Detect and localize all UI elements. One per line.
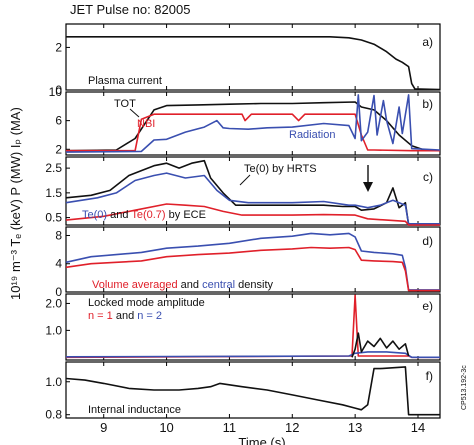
panel-a-letter: a)	[422, 35, 433, 49]
panel-f-ytick-label: 1.0	[45, 375, 62, 389]
panel-f-frame	[65, 361, 441, 419]
panel-b-series-2	[65, 94, 441, 153]
panel-c-letter: c)	[423, 170, 433, 184]
x-tick-label-13: 13	[348, 420, 362, 435]
x-tick-label-12: 12	[285, 420, 299, 435]
panel-f-series-0	[65, 366, 440, 416]
plasma-current-label: Plasma current	[88, 75, 162, 87]
panel-c-ytick-label: 2.5	[45, 161, 62, 175]
mode-number-label: n = 1 and n = 2	[88, 310, 162, 322]
density-label-part-0: Volume averaged	[92, 279, 178, 291]
hrts-label: Te(0) by HRTS	[244, 163, 317, 175]
panel-b-frame	[65, 91, 441, 156]
panel-c-series-0	[65, 159, 440, 226]
density-label-part-3: density	[235, 279, 273, 291]
panel-e-series-2	[351, 332, 410, 358]
density-label-part-1: and	[178, 279, 202, 291]
panel-a-frame	[65, 23, 441, 91]
panel-b-series-1	[66, 113, 440, 152]
panel-f-ytick-label: 0.8	[45, 408, 62, 422]
x-tick-label-14: 14	[411, 420, 425, 435]
panel-e-frame	[65, 293, 441, 361]
panels-group: 0 2 a) 2 6 10 b) 0.5 1.5 2.5 c) 0 4 8 d) 1.0 2.0 e) 0.8 1.0…	[45, 23, 441, 445]
x-tick-label-11: 11	[223, 420, 237, 435]
ece-label-part-1: and	[107, 209, 131, 221]
panel-c-ytick-label: 0.5	[45, 211, 62, 225]
tot-pointer	[129, 108, 140, 118]
panel-b-letter: b)	[422, 97, 433, 111]
figure-title: JET Pulse no: 82005	[70, 2, 190, 17]
panel-a-series-0	[66, 36, 441, 91]
panel-d-ytick-label: 8	[55, 228, 62, 242]
ece-label: Te(0) and Te(0.7) by ECE	[82, 209, 206, 221]
ece-label-part-3: by ECE	[166, 209, 206, 221]
panel-c-series-1	[65, 172, 440, 225]
hrts-pointer	[239, 174, 251, 186]
panel-c-ytick-label: 1.5	[45, 186, 62, 200]
panel-b-ytick-label: 6	[55, 114, 62, 128]
mode-number-part-1: and	[113, 310, 137, 322]
mode-number-part-0: n = 1	[88, 310, 113, 322]
locked-mode-label: Locked mode amplitude	[88, 297, 205, 309]
panel-d-series-1	[65, 246, 440, 292]
panel-c-series-2	[65, 203, 440, 226]
panel-f-letter: f)	[426, 369, 433, 383]
panel-b: 2 6 10 b)	[49, 85, 441, 156]
mode-number-part-2: n = 2	[137, 310, 162, 322]
x-axis-label: Time (s)	[238, 435, 285, 445]
panel-b-ytick-label: 2	[55, 142, 62, 156]
panel-a-ytick-label: 0	[55, 83, 62, 97]
tot-label: TOT	[114, 98, 136, 110]
x-tick-label-9: 9	[100, 420, 107, 435]
y-axis-label: 10¹⁹ m⁻³ Tₑ (keV) P (MW) Iₚ (MA)	[8, 107, 23, 300]
radiation-label: Radiation	[289, 129, 335, 141]
panel-d-letter: d)	[422, 234, 433, 248]
panel-e-letter: e)	[422, 299, 433, 313]
internal-inductance-label: Internal inductance	[88, 404, 181, 416]
density-label-part-2: central	[202, 279, 235, 291]
panel-d: 0 4 8 d)	[55, 226, 441, 299]
panel-d-ytick-label: 4	[55, 257, 62, 271]
panel-d-series-0	[65, 232, 440, 291]
panel-d-frame	[65, 226, 441, 293]
panel-d-ytick-label: 0	[55, 285, 62, 299]
x-tick-label-10: 10	[159, 420, 173, 435]
event-arrow-head	[363, 182, 373, 192]
panel-e: 1.0 2.0 e)	[45, 293, 441, 361]
panel-a-ytick-label: 2	[55, 40, 62, 54]
ece-label-part-2: Te(0.7)	[131, 209, 165, 221]
panel-a: 0 2 a)	[55, 23, 441, 97]
panel-e-ytick-label: 2.0	[45, 296, 62, 310]
nbi-label: NBI	[137, 118, 155, 130]
density-label: Volume averaged and central density	[92, 279, 274, 291]
panel-c-frame	[65, 156, 441, 226]
panel-e-ytick-label: 1.0	[45, 323, 62, 337]
panel-c: 0.5 1.5 2.5 c)	[45, 156, 441, 226]
side-code-label: CP513.192-3c	[461, 365, 468, 410]
ece-label-part-0: Te(0)	[82, 209, 107, 221]
panel-b-ytick-label: 10	[49, 85, 63, 99]
panel-e-series-1	[65, 351, 440, 359]
panel-f: 0.8 1.0 f)	[45, 361, 441, 422]
